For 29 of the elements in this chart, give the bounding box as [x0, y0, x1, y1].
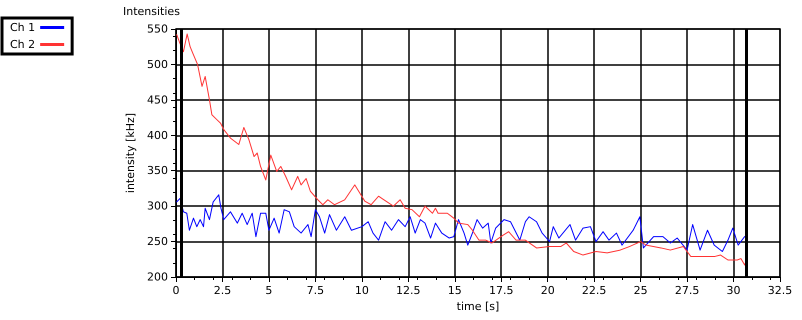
legend-label: Ch 1	[10, 21, 36, 34]
y-tick-label: 200	[147, 270, 168, 284]
y-tick-label: 300	[147, 200, 168, 213]
x-tick-label: 25	[634, 284, 648, 297]
x-tick-label: 27.5	[674, 284, 700, 297]
x-tick-label: 30	[726, 284, 741, 297]
x-axis-title: time [s]	[456, 300, 500, 313]
x-tick-label: 17.5	[488, 284, 514, 297]
x-tick-label: 2.5	[214, 284, 232, 297]
y-axis-title: intensity [kHz]	[124, 112, 138, 194]
x-tick-label: 32.5	[768, 284, 792, 297]
y-tick-label: 400	[147, 128, 168, 142]
x-tick-label: 10	[354, 284, 369, 297]
y-tick-label: 500	[147, 58, 168, 71]
legend-label: Ch 2	[10, 38, 36, 51]
x-tick-label: 22.5	[582, 284, 606, 297]
x-tick-label: 0	[172, 284, 180, 297]
x-tick-label: 7.5	[306, 284, 324, 297]
y-tick-label: 550	[147, 22, 168, 36]
y-tick-label: 250	[147, 235, 168, 248]
x-tick-label: 5	[265, 284, 272, 297]
y-tick-label: 350	[147, 164, 168, 178]
y-tick-label: 450	[147, 93, 168, 106]
x-tick-label: 20	[540, 284, 555, 297]
x-tick-label: 15	[448, 284, 462, 297]
line-series	[176, 194, 746, 252]
line-series	[176, 33, 748, 266]
x-tick-label: 12.5	[396, 284, 421, 297]
chart-title: Intensities	[123, 5, 180, 18]
